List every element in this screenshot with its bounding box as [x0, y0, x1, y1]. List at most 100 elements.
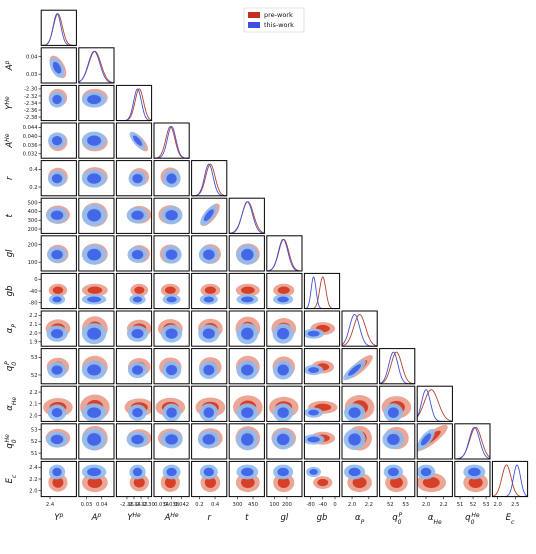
- panel-frame: [78, 423, 115, 460]
- panel-frame: [78, 197, 115, 234]
- panel-12-8: [341, 460, 378, 498]
- panel-frame: [153, 348, 190, 385]
- y-tick-label: 500: [28, 200, 38, 206]
- contour-pre-1sigma: [164, 477, 176, 488]
- panel-frame: [341, 385, 378, 422]
- y-tick-label: 0.040: [23, 134, 38, 140]
- contour-this-1sigma: [387, 407, 399, 418]
- contour-pre-1sigma: [87, 477, 103, 489]
- panel-frame: [115, 235, 153, 272]
- panel-frame: [303, 423, 341, 460]
- legend-entry-1: this-work: [264, 21, 294, 29]
- panel-4-2: [115, 160, 153, 197]
- panel-frame: [78, 385, 115, 422]
- contour-this-1sigma: [348, 364, 362, 376]
- contour-this-1sigma: [132, 467, 143, 477]
- contour-this-1sigma: [87, 407, 102, 418]
- x-tick-label: 0.04: [96, 502, 108, 508]
- marginal-this: [191, 163, 227, 197]
- y-axis-label-11: q0He: [4, 434, 18, 449]
- x-axis-label-12: Ec: [506, 513, 515, 526]
- contour-this-1sigma: [52, 467, 62, 477]
- y-axis-label-6: gl: [5, 249, 15, 257]
- panel-frame: [379, 460, 416, 498]
- x-tick-label: -40: [319, 502, 327, 508]
- contour-this-1sigma: [420, 467, 432, 477]
- panel-10-9: [379, 385, 416, 422]
- panel-12-0: [40, 460, 77, 498]
- contour-this-1sigma: [51, 250, 63, 260]
- panel-frame: [115, 272, 153, 310]
- y-axis-label-2: YHe: [4, 96, 16, 110]
- panel-frame: [303, 310, 341, 347]
- panel-10-6: [266, 385, 303, 422]
- x-tick-label: 0.034: [154, 502, 170, 508]
- panel-2-0: [40, 84, 77, 122]
- panel-frame: [266, 385, 303, 422]
- panel-4-3: [153, 160, 190, 197]
- panel-frame: [78, 122, 115, 159]
- x-axis-label-6: gl: [281, 513, 289, 523]
- panel-12-10: [416, 460, 453, 498]
- contour-this-1sigma: [203, 296, 214, 303]
- panel-8-7: [303, 310, 341, 347]
- contour-pre-1sigma: [241, 286, 255, 294]
- contour-this-1sigma: [468, 467, 481, 477]
- panel-8-0: [40, 310, 77, 347]
- marginal-this: [454, 426, 491, 460]
- contour-this-1sigma: [51, 328, 64, 339]
- contour-this-1sigma: [52, 94, 62, 105]
- panel-frame: [191, 197, 228, 234]
- panel-frame: [191, 385, 228, 422]
- panel-9-4: [191, 348, 228, 385]
- y-tick-label: -2.36: [24, 108, 37, 114]
- y-axis-label-5: t: [5, 213, 15, 217]
- panel-12-9: [379, 460, 416, 498]
- y-tick-label: 0.036: [23, 143, 38, 149]
- contour-this-1sigma: [241, 248, 254, 261]
- panel-8-1: [78, 310, 115, 347]
- y-tick-label: 0.032: [23, 152, 38, 158]
- diag-panel-0: [40, 9, 77, 46]
- x-tick-label: 0.042: [174, 502, 189, 508]
- contour-this-1sigma: [87, 135, 102, 146]
- contour-this-1sigma: [241, 296, 254, 303]
- y-tick-label: 2.0: [29, 413, 37, 419]
- contour-this-1sigma: [308, 409, 319, 416]
- y-tick-label: 2.2: [29, 313, 37, 319]
- contour-pre-1sigma: [422, 477, 440, 489]
- contour-this-1sigma: [87, 467, 102, 477]
- y-tick-label: 1.9: [29, 340, 37, 346]
- x-tick-label: 2.4: [46, 502, 55, 508]
- x-tick-label: 450: [248, 502, 258, 508]
- panel-11-9: [379, 423, 416, 460]
- panel-frame: [40, 160, 77, 197]
- contour-this-1sigma: [166, 364, 178, 376]
- panel-7-6: [266, 272, 303, 310]
- diag-frame: [303, 272, 341, 310]
- x-axis-label-1: Ap: [91, 511, 102, 523]
- panel-5-1: [78, 197, 115, 234]
- contour-this-1sigma: [241, 467, 254, 477]
- contour-this-1sigma: [277, 364, 289, 376]
- x-tick-label: 200: [282, 502, 292, 508]
- panel-frame: [40, 348, 77, 385]
- y-tick-label: 0.4: [29, 167, 38, 173]
- diag-panel-9: [379, 348, 416, 385]
- marginal-pre: [78, 50, 115, 84]
- contour-this-1sigma: [241, 327, 254, 340]
- panel-11-8: [341, 423, 378, 460]
- panel-9-2: [115, 348, 153, 385]
- diag-panel-11: [454, 423, 491, 460]
- contour-pre-1sigma: [204, 477, 217, 489]
- panel-frame: [454, 460, 491, 498]
- contour-this-1sigma: [277, 467, 289, 477]
- panel-frame: [379, 385, 416, 422]
- marginal-pre: [153, 126, 190, 159]
- contour-this-1sigma: [166, 467, 177, 477]
- y-tick-label: -2.30: [24, 87, 37, 93]
- y-tick-label: 0.044: [23, 125, 39, 131]
- panel-11-2: [115, 423, 153, 460]
- x-tick-label: 0.2: [195, 502, 203, 508]
- panel-9-1: [78, 348, 115, 385]
